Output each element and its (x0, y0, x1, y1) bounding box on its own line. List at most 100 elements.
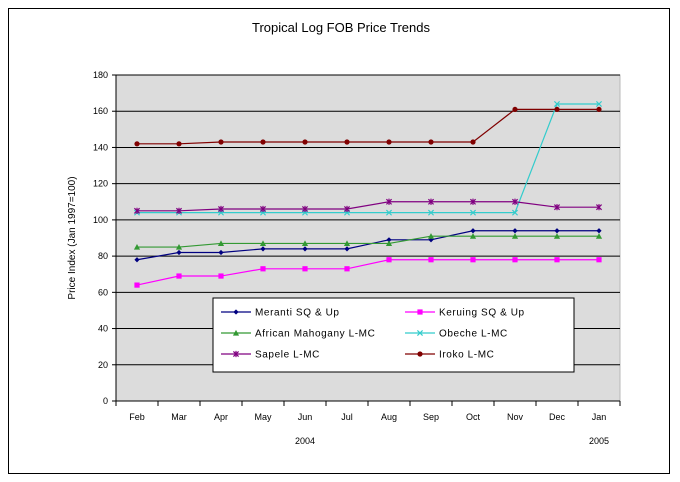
data-point-meranti-sq-up (176, 249, 182, 256)
data-point-iroko-l-mc (344, 139, 350, 145)
series-sapele-l-mc (133, 198, 603, 214)
legend-label: African Mahogany L-MC (255, 329, 375, 340)
data-point-african-mahogany-l-mc (343, 240, 351, 247)
data-point-sapele-l-mc (259, 205, 267, 213)
series-keruing-sq-up (134, 257, 602, 288)
data-point-iroko-l-mc (428, 139, 434, 145)
axes: 0 20 40 60 80 100 120 140 160 180 Feb Mar Apr May Jun J… (93, 70, 621, 446)
series-line-keruing-sq-up (136, 259, 599, 286)
data-point-keruing-sq-up (134, 282, 140, 288)
data-point-iroko-l-mc (512, 106, 518, 113)
x-tick-label: May (254, 412, 272, 422)
data-point-obeche-l-mc (595, 100, 603, 108)
x-tick-label: Dec (549, 412, 566, 422)
series-line-african-mahogany-l-mc (137, 235, 599, 248)
x-tick-label: Jul (341, 412, 353, 422)
series-african-mahogany-l-mc (133, 233, 603, 250)
data-point-african-mahogany-l-mc (133, 243, 141, 250)
series-line-sapele-l-mc (137, 201, 599, 212)
data-point-sapele-l-mc (427, 198, 435, 205)
data-point-african-mahogany-l-mc (385, 240, 393, 247)
data-point-meranti-sq-up (470, 228, 476, 234)
data-point-keruing-sq-up (596, 257, 602, 263)
year-label: 2004 (295, 436, 315, 446)
data-point-meranti-sq-up (134, 257, 140, 263)
data-point-obeche-l-mc (385, 209, 393, 216)
legend: Meranti SQ & Up Keruing SQ & Up African Ma… (212, 297, 575, 373)
legend-marker (232, 329, 240, 336)
legend-label: Keruing SQ & Up (439, 308, 525, 319)
data-point-sapele-l-mc (217, 205, 225, 213)
data-point-african-mahogany-l-mc (175, 243, 183, 250)
data-point-keruing-sq-up (344, 266, 350, 272)
legend-item-sapele-l-mc: Sapele L-MC (221, 350, 320, 361)
legend-marker (417, 309, 423, 315)
data-point-meranti-sq-up (386, 237, 392, 243)
data-point-keruing-sq-up (260, 266, 266, 272)
year-label: 2005 (589, 436, 609, 446)
data-point-meranti-sq-up (512, 228, 518, 234)
legend-label: Iroko L-MC (439, 350, 494, 361)
data-point-keruing-sq-up (470, 257, 476, 263)
data-point-african-mahogany-l-mc (217, 240, 225, 247)
legend-marker (417, 351, 423, 357)
data-point-sapele-l-mc (511, 198, 519, 205)
data-point-african-mahogany-l-mc (595, 233, 603, 239)
series-iroko-l-mc (134, 106, 602, 147)
series-line-meranti-sq-up (136, 230, 599, 261)
data-point-iroko-l-mc (176, 141, 182, 147)
chart-title: Tropical Log FOB Price Trends (252, 20, 430, 35)
data-point-sapele-l-mc (133, 207, 141, 214)
legend-label: Sapele L-MC (255, 350, 320, 361)
data-point-meranti-sq-up (260, 246, 266, 252)
data-point-meranti-sq-up (218, 249, 224, 256)
data-point-iroko-l-mc (302, 139, 308, 145)
legend-item-keruing-sq-up: Keruing SQ & Up (405, 308, 525, 319)
data-point-obeche-l-mc (553, 100, 561, 108)
data-point-sapele-l-mc (301, 205, 309, 213)
data-point-african-mahogany-l-mc (469, 233, 477, 239)
y-tick-label: 180 (93, 70, 108, 80)
x-tick-label: Sep (423, 412, 439, 422)
y-axis-label: Price Index (Jan 1997=100) (67, 176, 78, 299)
data-point-keruing-sq-up (512, 257, 518, 263)
legend-marker (416, 329, 424, 337)
y-tick-label: 20 (98, 360, 108, 370)
data-point-sapele-l-mc (553, 204, 561, 211)
data-point-meranti-sq-up (596, 228, 602, 234)
data-point-iroko-l-mc (218, 139, 224, 145)
data-point-obeche-l-mc (469, 209, 477, 216)
data-point-iroko-l-mc (386, 139, 392, 145)
x-tick-label: Feb (129, 412, 145, 422)
x-tick-label: Jun (298, 412, 313, 422)
legend-label: Meranti SQ & Up (255, 308, 340, 319)
y-tick-label: 120 (93, 179, 108, 189)
y-tick-label: 80 (98, 251, 108, 261)
data-point-african-mahogany-l-mc (301, 240, 309, 247)
y-tick-label: 140 (93, 142, 108, 152)
data-point-keruing-sq-up (386, 257, 392, 263)
y-tick-label: 40 (98, 324, 108, 334)
legend-box (212, 297, 575, 373)
x-tick-label: Aug (381, 412, 397, 422)
data-point-iroko-l-mc (134, 141, 140, 147)
legend-marker (232, 350, 240, 358)
data-point-sapele-l-mc (385, 198, 393, 205)
data-point-keruing-sq-up (176, 273, 182, 279)
series-line-obeche-l-mc (137, 103, 599, 214)
data-point-iroko-l-mc (596, 106, 602, 113)
data-point-african-mahogany-l-mc (553, 233, 561, 239)
data-point-african-mahogany-l-mc (259, 240, 267, 247)
y-tick-label: 160 (93, 106, 108, 116)
data-point-keruing-sq-up (428, 257, 434, 263)
data-point-keruing-sq-up (554, 257, 560, 263)
data-point-african-mahogany-l-mc (427, 233, 435, 239)
data-point-obeche-l-mc (427, 209, 435, 216)
y-tick-label: 0 (103, 396, 108, 406)
data-point-keruing-sq-up (302, 266, 308, 272)
data-point-iroko-l-mc (554, 106, 560, 113)
legend-label: Obeche L-MC (439, 329, 508, 340)
data-point-sapele-l-mc (175, 207, 183, 214)
legend-item-obeche-l-mc: Obeche L-MC (405, 329, 508, 340)
